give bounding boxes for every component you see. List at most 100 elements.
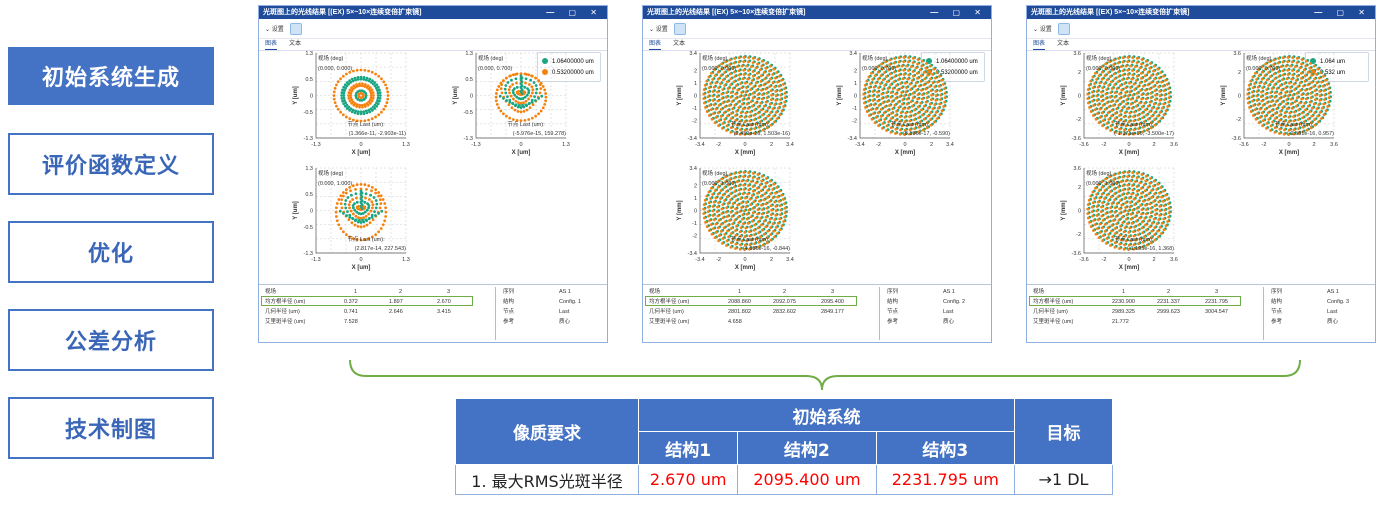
spot-point	[1117, 218, 1121, 222]
spot-point	[1107, 186, 1110, 189]
spot-point	[742, 107, 745, 111]
spot-point	[743, 133, 747, 136]
spot-point	[1278, 92, 1282, 96]
spot-point	[741, 98, 745, 102]
spot-point	[904, 90, 908, 94]
spot-point	[1269, 124, 1273, 128]
spot-point	[1105, 216, 1109, 220]
spot-point	[876, 70, 880, 74]
spot-point	[895, 65, 899, 69]
spot-point	[364, 214, 368, 218]
spot-point	[873, 121, 877, 125]
view-toggle-icon[interactable]	[673, 22, 686, 35]
spot-point	[1302, 120, 1306, 124]
x-tick-label: -3.6	[1239, 142, 1248, 148]
spot-point	[735, 224, 738, 228]
spot-point	[759, 101, 763, 105]
spot-point	[721, 126, 724, 130]
spot-point	[511, 102, 515, 106]
spot-point	[1289, 124, 1293, 128]
spot-point	[750, 219, 754, 223]
spot-point	[348, 185, 352, 189]
spot-point	[761, 243, 765, 247]
spot-point	[756, 58, 760, 61]
spot-point	[729, 245, 733, 249]
spot-point	[376, 85, 380, 89]
x-tick-label: 0	[903, 142, 906, 148]
view-toggle-icon[interactable]	[1057, 22, 1070, 35]
window-controls[interactable]: — ▢ ✕	[1314, 8, 1371, 17]
window-title: 光斑图上的光线结果 [(EX) 5×~10×连续变倍扩束镜]	[647, 9, 806, 16]
spot-point	[374, 199, 378, 202]
results-value: 2092.075	[773, 299, 796, 305]
tab-text[interactable]: 文本	[289, 41, 302, 47]
nav-tolerance[interactable]: 公差分析	[8, 309, 214, 371]
tab-text[interactable]: 文本	[673, 41, 686, 47]
spot-point	[1117, 75, 1121, 78]
spot-point	[734, 114, 737, 117]
title-bar: 光斑图上的光线结果 [(EX) 5×~10×连续变倍扩束镜] — ▢ ✕	[259, 6, 607, 19]
spot-point	[719, 107, 723, 111]
spot-point	[1312, 64, 1316, 68]
spot-point	[738, 95, 742, 98]
spot-point	[750, 79, 754, 82]
results-row-label: 均方根半径 (um)	[1033, 299, 1074, 305]
spot-point	[1103, 74, 1107, 77]
window-controls[interactable]: — ▢ ✕	[546, 8, 603, 17]
spot-point	[899, 119, 902, 123]
spot-point	[511, 89, 515, 92]
spot-point	[1284, 64, 1288, 68]
spot-point	[361, 218, 364, 222]
settings-button[interactable]: ⌄ 设置	[265, 27, 284, 33]
settings-button[interactable]: ⌄ 设置	[649, 27, 668, 33]
spot-point	[716, 70, 720, 74]
spot-point	[739, 243, 742, 247]
spot-point	[535, 87, 539, 91]
tab-chart[interactable]: 图表	[649, 39, 662, 50]
nav-initial-system[interactable]: 初始系统生成	[8, 47, 214, 105]
window-controls[interactable]: — ▢ ✕	[930, 8, 987, 17]
spot-point	[739, 128, 742, 132]
spot-point	[353, 223, 357, 227]
spot-point	[1157, 235, 1160, 239]
tab-chart[interactable]: 图表	[1033, 39, 1046, 50]
spot-point	[367, 198, 371, 201]
spot-point	[1112, 173, 1116, 177]
spot-point	[780, 78, 784, 82]
spot-point	[728, 219, 731, 222]
settings-button[interactable]: ⌄ 设置	[1033, 27, 1052, 33]
nav-merit-function[interactable]: 评价函数定义	[8, 133, 214, 195]
spot-point	[903, 128, 907, 132]
spot-point	[713, 236, 717, 240]
spot-point	[903, 133, 907, 136]
spot-point	[359, 238, 363, 242]
spot-point	[717, 103, 721, 107]
spot-point	[707, 190, 711, 194]
spot-point	[703, 83, 707, 87]
tab-chart[interactable]: 图表	[265, 39, 278, 50]
spot-point	[1317, 120, 1320, 124]
rms-highlight	[645, 296, 857, 306]
spot-point	[1113, 77, 1117, 81]
tab-text[interactable]: 文本	[1057, 41, 1070, 47]
spot-point	[375, 83, 379, 87]
spot-point	[342, 94, 346, 97]
spot-point	[1123, 82, 1127, 85]
spot-point	[726, 114, 729, 118]
spot-point	[1309, 121, 1313, 124]
spot-point	[1305, 113, 1308, 117]
spot-point	[751, 56, 755, 60]
spot-point	[775, 71, 779, 74]
nav-optimization[interactable]: 优化	[8, 221, 214, 283]
nav-drawing[interactable]: 技术制图	[8, 397, 214, 459]
spot-point	[1276, 80, 1280, 84]
spot-point	[350, 193, 353, 197]
spot-point	[726, 229, 729, 233]
spot-point	[1091, 99, 1095, 103]
spot-point	[724, 65, 728, 69]
spot-point	[920, 108, 923, 112]
spot-point	[758, 235, 762, 239]
view-toggle-icon[interactable]	[289, 22, 302, 35]
spot-point	[779, 93, 783, 97]
spot-point	[1313, 118, 1317, 121]
